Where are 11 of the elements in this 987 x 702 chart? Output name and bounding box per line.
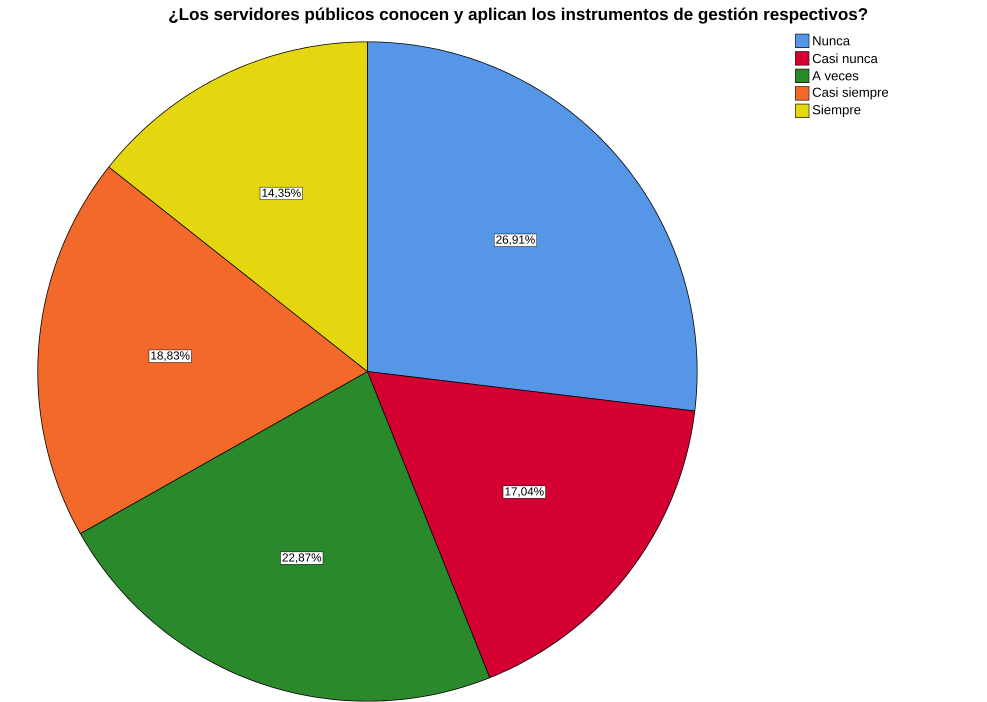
legend-label: Casi siempre	[812, 87, 888, 100]
data-label: 26,91%	[496, 236, 535, 246]
legend-label: A veces	[812, 71, 858, 81]
data-label: 14,35%	[262, 188, 301, 198]
chart-title: ¿Los servidores públicos conocen y aplican los instrumentos de gestión respectivos?	[169, 8, 868, 24]
data-label: 22,87%	[282, 554, 322, 564]
data-label: 17,04%	[505, 487, 544, 498]
legend-label: Casi nunca	[812, 54, 878, 64]
legend-label: Siempre	[812, 104, 860, 118]
legend-label: Nunca	[813, 36, 850, 46]
data-label: 18,83%	[151, 352, 190, 362]
